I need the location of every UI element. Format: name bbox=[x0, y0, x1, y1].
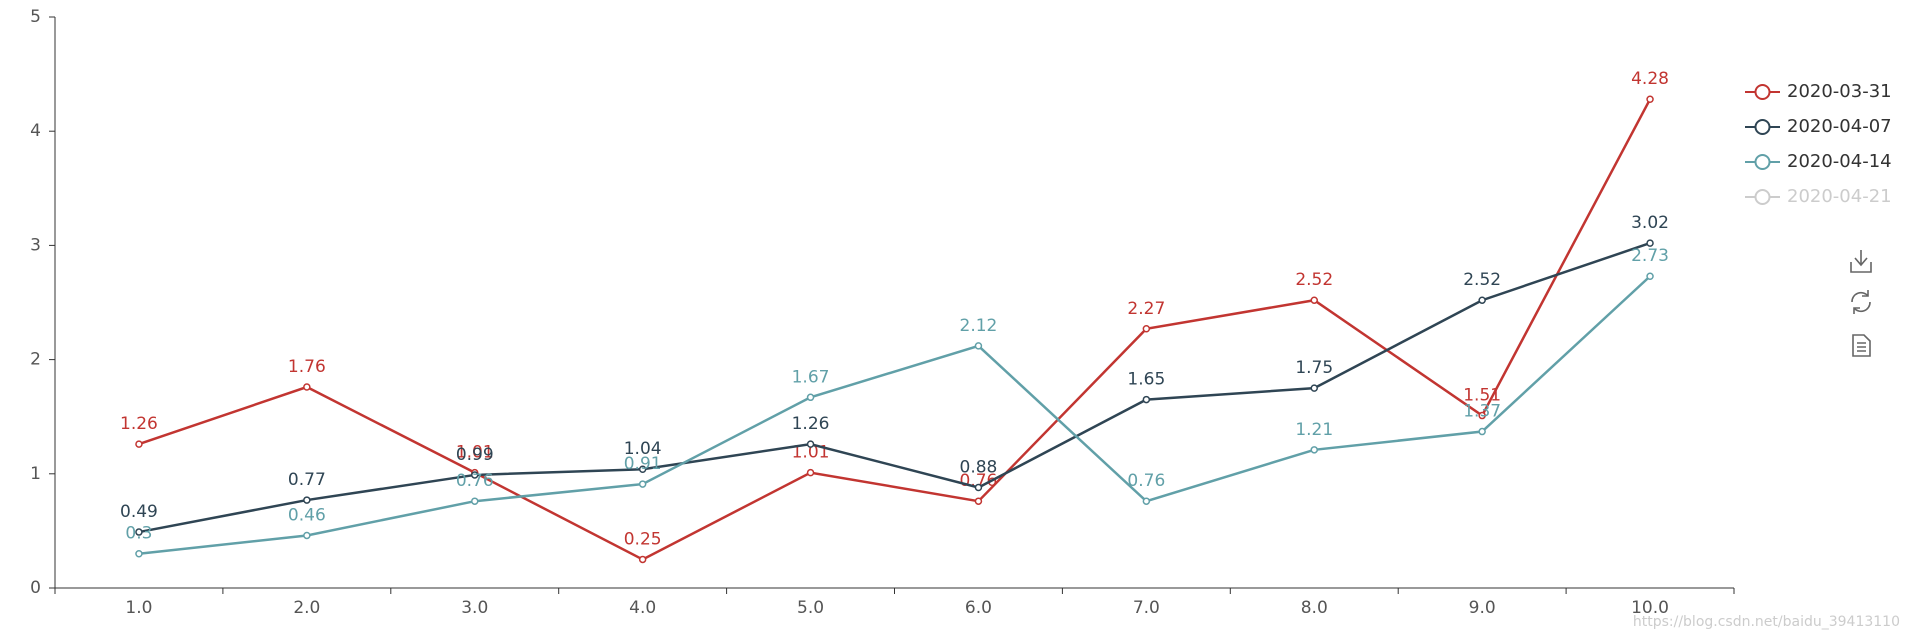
legend-label: 2020-04-21 bbox=[1787, 186, 1892, 207]
legend-item[interactable]: 2020-03-31 bbox=[1745, 81, 1892, 102]
data-label: 1.26 bbox=[120, 414, 158, 434]
data-label: 0.76 bbox=[1127, 471, 1165, 491]
data-label: 1.01 bbox=[456, 443, 494, 463]
data-label: 1.51 bbox=[1463, 386, 1501, 406]
x-tick-label: 6.0 bbox=[965, 598, 992, 618]
data-label: 1.04 bbox=[624, 439, 662, 459]
legend-item[interactable]: 2020-04-07 bbox=[1745, 116, 1892, 137]
legend-label: 2020-04-07 bbox=[1787, 116, 1892, 137]
data-point bbox=[638, 465, 647, 473]
data-point bbox=[1646, 239, 1654, 247]
data-point bbox=[1310, 446, 1318, 454]
series-line bbox=[138, 241, 1651, 534]
watermark: https://blog.csdn.net/baidu_39413110 bbox=[1633, 614, 1900, 630]
series-line bbox=[138, 98, 1652, 561]
data-label: 2.52 bbox=[1463, 270, 1501, 290]
data-label: 0.3 bbox=[125, 524, 152, 544]
y-tick-label: 5 bbox=[30, 7, 41, 27]
data-point bbox=[135, 549, 143, 558]
x-tick-label: 7.0 bbox=[1133, 598, 1160, 618]
data-label: 1.76 bbox=[288, 357, 326, 377]
y-tick-label: 2 bbox=[30, 350, 41, 370]
data-label: 1.75 bbox=[1295, 358, 1333, 378]
legend-label: 2020-03-31 bbox=[1787, 81, 1892, 102]
data-label: 0.77 bbox=[288, 470, 326, 490]
data-label: 2.27 bbox=[1127, 299, 1165, 319]
data-point bbox=[1646, 95, 1654, 103]
x-tick-label: 8.0 bbox=[1301, 598, 1328, 618]
data-point bbox=[135, 440, 143, 448]
legend-marker bbox=[1754, 154, 1771, 170]
data-point bbox=[974, 483, 983, 492]
legend-marker bbox=[1754, 119, 1771, 135]
x-tick-label: 3.0 bbox=[461, 598, 488, 618]
x-tick-label: 2.0 bbox=[293, 598, 320, 618]
data-label: 2.52 bbox=[1295, 270, 1333, 290]
data-point bbox=[1478, 411, 1486, 420]
data-point bbox=[1142, 395, 1151, 404]
data-point bbox=[1142, 497, 1151, 505]
data-label: 0.88 bbox=[960, 458, 998, 478]
x-tick-label: 5.0 bbox=[797, 598, 824, 618]
legend-label: 2020-04-14 bbox=[1787, 151, 1892, 172]
data-label: 0.76 bbox=[456, 471, 494, 491]
data-label: 1.26 bbox=[792, 414, 830, 434]
data-label: 0.99 bbox=[456, 445, 494, 465]
data-label: 1.21 bbox=[1295, 420, 1333, 440]
data-point bbox=[1646, 272, 1654, 280]
data-point bbox=[135, 528, 143, 536]
series-line bbox=[138, 275, 1651, 555]
data-point bbox=[471, 471, 479, 479]
x-tick-label: 10.0 bbox=[1631, 598, 1669, 618]
save-image-button[interactable] bbox=[1850, 250, 1872, 273]
x-tick-label: 4.0 bbox=[629, 598, 656, 618]
data-point bbox=[1478, 427, 1486, 436]
x-tick-label: 1.0 bbox=[125, 598, 152, 618]
data-point bbox=[974, 342, 983, 350]
data-point bbox=[303, 496, 311, 504]
data-label: 0.91 bbox=[624, 454, 662, 474]
legend-marker bbox=[1754, 189, 1771, 205]
data-point bbox=[1310, 296, 1318, 304]
data-point bbox=[638, 480, 647, 488]
data-label: 2.73 bbox=[1631, 246, 1669, 266]
data-point bbox=[638, 555, 647, 564]
y-tick-label: 1 bbox=[30, 464, 41, 484]
data-label: 0.49 bbox=[120, 502, 158, 522]
data-label: 2.12 bbox=[960, 316, 998, 336]
data-label: 1.37 bbox=[1463, 402, 1501, 422]
data-label: 4.28 bbox=[1631, 69, 1669, 89]
data-point bbox=[1142, 325, 1151, 333]
restore-button[interactable] bbox=[1851, 290, 1871, 314]
y-tick-label: 3 bbox=[30, 235, 41, 255]
data-point bbox=[1310, 384, 1318, 392]
legend-item[interactable]: 2020-04-21 bbox=[1745, 186, 1892, 207]
data-label: 0.46 bbox=[288, 505, 326, 525]
legend-item[interactable]: 2020-04-14 bbox=[1745, 151, 1892, 172]
data-label: 0.25 bbox=[624, 529, 662, 549]
data-point bbox=[974, 497, 983, 505]
y-tick-label: 4 bbox=[30, 121, 41, 141]
data-label: 1.65 bbox=[1127, 370, 1165, 390]
data-view-button[interactable] bbox=[1852, 334, 1871, 357]
legend-marker bbox=[1754, 84, 1771, 100]
toolbox bbox=[1850, 250, 1872, 357]
data-point bbox=[806, 393, 815, 402]
x-tick-label: 9.0 bbox=[1469, 598, 1496, 618]
data-label: 3.02 bbox=[1631, 213, 1669, 233]
data-label: 1.67 bbox=[792, 367, 830, 387]
y-tick-label: 0 bbox=[30, 578, 41, 598]
data-point bbox=[471, 497, 479, 505]
data-point bbox=[303, 383, 311, 391]
data-point bbox=[303, 531, 311, 540]
data-point bbox=[806, 440, 815, 448]
data-point bbox=[806, 468, 815, 477]
data-point bbox=[1478, 296, 1486, 304]
